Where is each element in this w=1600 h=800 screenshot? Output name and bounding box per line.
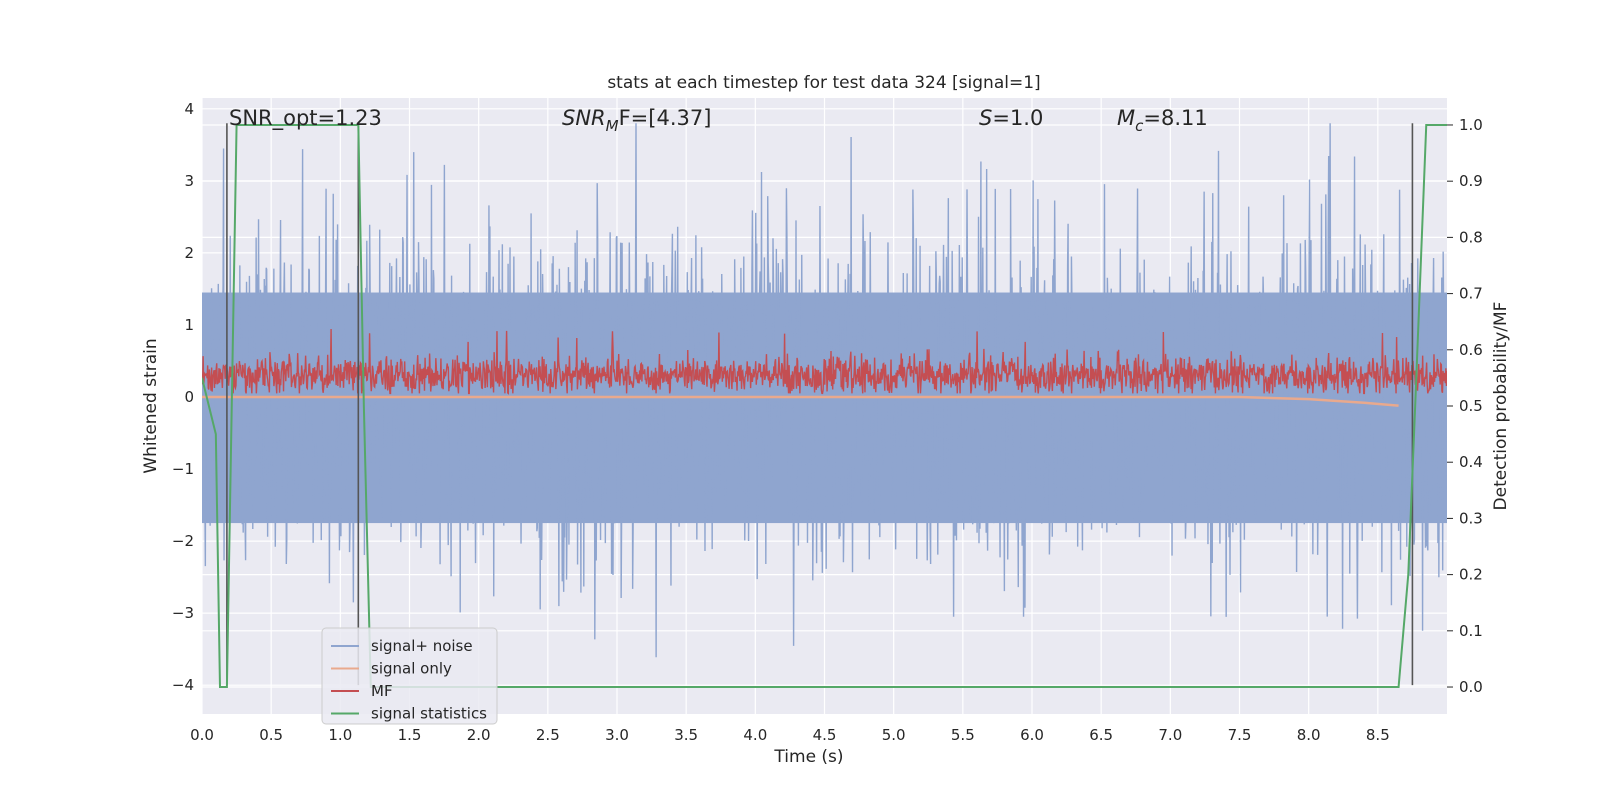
x-axis-ticks: 0.0 0.5 1.0 1.5 2.0 2.5 3.0 3.5 4.0 4.5 5.0 5.5 6.0 6…	[190, 726, 1390, 744]
y-tick-label: 0	[184, 388, 194, 406]
y-axis-ticks: 4 3 2 1 0 −1 −2 −3 −4	[172, 100, 194, 694]
y-tick-label: −2	[172, 532, 194, 550]
legend-label: signal statistics	[371, 705, 487, 723]
x-tick-label: 5.5	[951, 726, 975, 744]
y2-axis-ticks: 1.0 0.9 0.8 0.7 0.6 0.5 0.4 0.3 0.2 0.1 0.0	[1447, 116, 1483, 696]
y-tick-label: −4	[172, 676, 194, 694]
annotation-s: S=1.0	[979, 106, 1043, 130]
y-tick-label: 4	[184, 100, 194, 118]
chart-title: stats at each timestep for test data 324…	[607, 73, 1040, 93]
noise-line	[202, 123, 1447, 658]
vertical-markers	[226, 123, 1414, 686]
annotation-s-value: =1.0	[992, 106, 1043, 130]
annotation-mc-symbol: M	[1117, 106, 1135, 130]
plot-area	[202, 123, 1447, 689]
legend-label: signal only	[371, 660, 452, 678]
x-tick-label: 7.5	[1228, 726, 1252, 744]
y2-tick-label: 0.3	[1459, 509, 1483, 527]
signal-only-line	[202, 395, 1399, 407]
y2-tick-label: 0.5	[1459, 397, 1483, 415]
legend-label: signal+ noise	[371, 637, 473, 655]
y2-tick-label: 0.0	[1459, 678, 1483, 696]
y-tick-label: −3	[172, 604, 194, 622]
y-tick-label: 2	[184, 244, 194, 262]
y-tick-label: 3	[184, 172, 194, 190]
x-tick-label: 6.5	[1089, 726, 1113, 744]
x-tick-label: 6.0	[1020, 726, 1044, 744]
x-axis-label: Time (s)	[773, 747, 843, 767]
x-tick-label: 5.0	[882, 726, 906, 744]
x-tick-label: 8.5	[1366, 726, 1390, 744]
annotation-mc-sub: c	[1135, 117, 1144, 135]
legend-label: MF	[371, 682, 393, 700]
x-tick-label: 4.5	[813, 726, 837, 744]
series-mf	[202, 329, 1447, 395]
y2-tick-label: 0.4	[1459, 453, 1483, 471]
annotation-s-symbol: S	[979, 106, 992, 130]
annotation-snr-mf-sub: M	[606, 117, 619, 135]
y2-tick-label: 0.1	[1459, 622, 1483, 640]
x-tick-label: 8.0	[1297, 726, 1321, 744]
annotation-snr-opt: SNR_opt=1.23	[229, 106, 382, 131]
y2-tick-label: 0.8	[1459, 228, 1483, 246]
y-tick-label: 1	[184, 316, 194, 334]
mf-line	[202, 329, 1447, 395]
y-tick-label: −1	[172, 460, 194, 478]
legend-box	[321, 627, 498, 725]
y2-tick-label: 0.2	[1459, 566, 1483, 584]
x-tick-label: 0.5	[259, 726, 283, 744]
series-signal-only	[202, 395, 1399, 407]
y2-tick-label: 0.9	[1459, 172, 1483, 190]
x-tick-label: 2.5	[536, 726, 560, 744]
annotation-snr-mf: SNRMF=[4.37]	[562, 106, 711, 135]
y2-tick-label: 0.6	[1459, 341, 1483, 359]
x-tick-label: 3.5	[674, 726, 698, 744]
legend: signal+ noise signal only MF signal statist…	[321, 627, 498, 725]
x-tick-label: 2.0	[467, 726, 491, 744]
x-tick-label: 4.0	[743, 726, 767, 744]
x-tick-label: 0.0	[190, 726, 214, 744]
x-tick-label: 3.0	[605, 726, 629, 744]
y2-axis-label: Detection probability/MF	[1491, 302, 1511, 511]
y-axis-label: Whitened strain	[141, 338, 161, 473]
annotation-mc-value: =8.11	[1143, 106, 1207, 130]
y2-tick-label: 0.7	[1459, 285, 1483, 303]
series-signal-noise	[202, 123, 1447, 658]
x-tick-label: 1.5	[398, 726, 422, 744]
annotation-mc: Mc=8.11	[1117, 106, 1208, 135]
x-tick-label: 7.0	[1158, 726, 1182, 744]
annotation-snr-mf-main: SNR	[562, 106, 606, 130]
annotation-snr-mf-value: F=[4.37]	[619, 106, 712, 130]
y2-tick-label: 1.0	[1459, 116, 1483, 134]
x-tick-label: 1.0	[328, 726, 352, 744]
